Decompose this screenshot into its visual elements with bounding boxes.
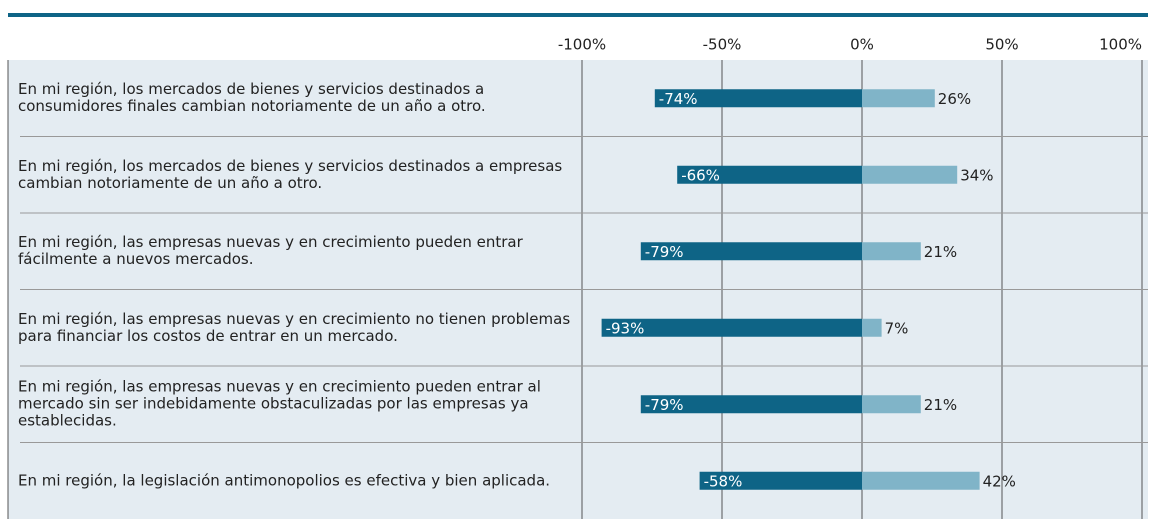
bar <box>862 165 958 184</box>
value-label: -79% <box>645 396 684 414</box>
category-label: En mi región, las empresas nuevas y en c… <box>18 233 523 269</box>
value-label: -66% <box>681 166 720 184</box>
bar <box>654 89 862 108</box>
bar <box>862 471 980 490</box>
value-label: -93% <box>606 319 645 337</box>
category-label: En mi región, las empresas nuevas y en c… <box>18 377 541 430</box>
top-rule <box>8 13 1148 17</box>
bar <box>862 242 921 261</box>
x-tick-label: 0% <box>850 36 874 54</box>
x-tick-label: 100% <box>1099 36 1142 54</box>
category-label: En mi región, los mercados de bienes y s… <box>18 80 486 116</box>
bar <box>862 395 921 414</box>
category-label: En mi región, los mercados de bienes y s… <box>18 156 563 192</box>
bar <box>677 165 862 184</box>
value-label: 42% <box>983 472 1016 490</box>
bar <box>699 471 862 490</box>
category-label: En mi región, las empresas nuevas y en c… <box>18 309 571 345</box>
bar <box>640 242 862 261</box>
value-label: 21% <box>924 396 957 414</box>
category-label: En mi región, la legislación antimonopol… <box>18 471 551 490</box>
value-label: 21% <box>924 243 957 261</box>
bar <box>601 318 862 337</box>
value-label: 7% <box>885 319 909 337</box>
value-label: 34% <box>960 166 993 184</box>
bar <box>862 318 882 337</box>
x-tick-label: 50% <box>985 36 1018 54</box>
value-label: -74% <box>659 90 698 108</box>
value-label: 26% <box>938 90 971 108</box>
x-tick-label: -50% <box>703 36 742 54</box>
value-label: -58% <box>704 472 743 490</box>
axis-band <box>8 17 1148 60</box>
bar <box>640 395 862 414</box>
bar <box>862 89 935 108</box>
x-tick-label: -100% <box>558 36 606 54</box>
value-label: -79% <box>645 243 684 261</box>
